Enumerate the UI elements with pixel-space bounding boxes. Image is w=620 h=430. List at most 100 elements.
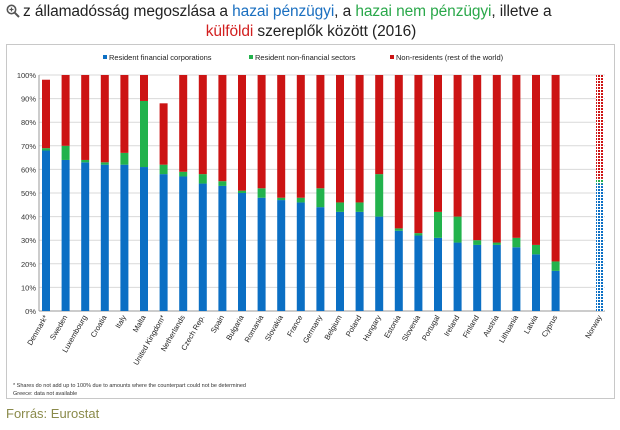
bar-segment — [296, 202, 305, 311]
bar-segment — [336, 211, 344, 311]
x-tick-label: France — [285, 314, 304, 339]
legend-label: Resident financial corporations — [109, 53, 212, 62]
bar-segment — [473, 240, 482, 245]
bar-segment — [394, 228, 403, 231]
title-lead: z államadósság megoszlása a — [23, 3, 233, 20]
bar-segment — [453, 242, 462, 311]
bar-segment — [198, 183, 207, 311]
bar-segment — [375, 174, 384, 217]
bar-segment — [238, 193, 246, 311]
bar-segment — [336, 75, 344, 203]
bar-segment — [512, 237, 521, 248]
bar-segment — [61, 75, 70, 146]
stacked-bar-chart: Resident financial corporations Resident … — [13, 53, 605, 397]
x-tick-label: Portugal — [420, 313, 442, 342]
x-tick-label: Austria — [481, 313, 501, 338]
bar-segment — [120, 75, 129, 153]
bar-segment — [414, 75, 423, 234]
bar-segment — [257, 188, 266, 198]
bar-segment — [296, 75, 305, 198]
bar-segment — [551, 270, 560, 311]
bar-segment — [492, 75, 501, 243]
x-tick-label: Malta — [131, 313, 148, 334]
bar-segment — [81, 75, 90, 160]
bar-segment — [120, 164, 129, 311]
bar-segment — [596, 75, 604, 179]
zoom-icon[interactable] — [6, 4, 20, 18]
x-tick-label: Lithuania — [497, 313, 520, 345]
y-tick-label: 60% — [21, 165, 36, 174]
bar-segment — [42, 150, 50, 311]
bar-segment — [532, 254, 540, 311]
bar-segment — [551, 261, 560, 271]
bar-segment — [159, 164, 168, 175]
bar-segment — [159, 174, 168, 311]
x-tick-label: Croatia — [89, 313, 109, 339]
chart-frame: Resident financial corporations Resident … — [6, 44, 615, 399]
bar-segment — [238, 75, 246, 191]
x-tick-label: Estonia — [382, 313, 403, 340]
bar-segment — [218, 185, 227, 311]
bar-segment — [81, 162, 90, 311]
bar-segment — [100, 162, 109, 165]
title-hazai-penzugyi: hazai pénzügyi — [232, 3, 335, 20]
bar-segment — [120, 152, 129, 165]
bar-segment — [100, 164, 109, 311]
x-tick-label: Slovakia — [263, 313, 285, 343]
x-tick-label: Latvia — [522, 313, 540, 336]
bar-segment — [473, 244, 482, 311]
legend-label: Resident non-financial sectors — [255, 53, 356, 62]
title-hazai-nem-penzugyi: hazai nem pénzügyi — [355, 3, 492, 20]
bar-segment — [257, 197, 266, 311]
x-tick-label: Spain — [209, 314, 226, 335]
y-tick-label: 100% — [17, 71, 37, 80]
bar-segment — [512, 247, 521, 311]
footnote: Greece: data not available — [13, 391, 77, 397]
legend-swatch — [103, 55, 107, 59]
x-tick-label: Poland — [344, 314, 363, 339]
title-line-1: z államadósság megoszlása a hazai pénzüg… — [6, 2, 616, 22]
x-tick-label: Finland — [461, 314, 481, 340]
bar-segment — [551, 75, 560, 262]
bar-segment — [238, 190, 246, 193]
bar-segment — [100, 75, 109, 163]
legend-swatch — [249, 55, 253, 59]
legend-label: Non-residents (rest of the world) — [396, 53, 504, 62]
bar-segment — [140, 167, 148, 311]
bar-segment — [140, 75, 148, 101]
x-tick-label: Belgium — [322, 314, 343, 342]
bar-segment — [316, 207, 325, 311]
bar-segment — [492, 244, 501, 311]
legend-swatch — [390, 55, 394, 59]
title-kulfoldi: külföldi — [205, 23, 254, 40]
bar-segment — [394, 230, 403, 311]
title-tail: szereplők között (2016) — [253, 23, 417, 40]
bar-segment — [218, 181, 227, 186]
bar-segment — [179, 176, 188, 311]
x-tick-label: Cyprus — [540, 313, 560, 338]
bar-segment — [296, 197, 305, 203]
bar-segment — [434, 237, 442, 311]
bar-segment — [42, 148, 50, 151]
bar-segment — [277, 197, 286, 201]
y-tick-label: 40% — [21, 213, 36, 222]
bar-segment — [375, 75, 384, 175]
bar-segment — [218, 75, 227, 182]
bar-segment — [198, 75, 207, 175]
bar-segment — [414, 235, 423, 311]
bar-segment — [473, 75, 482, 241]
title-mid-2: , illetve a — [491, 3, 552, 20]
bar-segment — [336, 202, 344, 212]
y-tick-label: 90% — [21, 95, 36, 104]
bar-segment — [453, 75, 462, 217]
bar-segment — [159, 103, 168, 165]
bar-segment — [414, 233, 423, 236]
bar-segment — [61, 145, 70, 160]
y-tick-label: 80% — [21, 118, 36, 127]
bar-segment — [596, 178, 604, 184]
bar-segment — [81, 159, 90, 163]
x-tick-label: Romania — [243, 313, 266, 344]
x-tick-label: Norway — [583, 313, 604, 340]
bar-segment — [140, 100, 148, 168]
y-tick-label: 50% — [21, 189, 36, 198]
